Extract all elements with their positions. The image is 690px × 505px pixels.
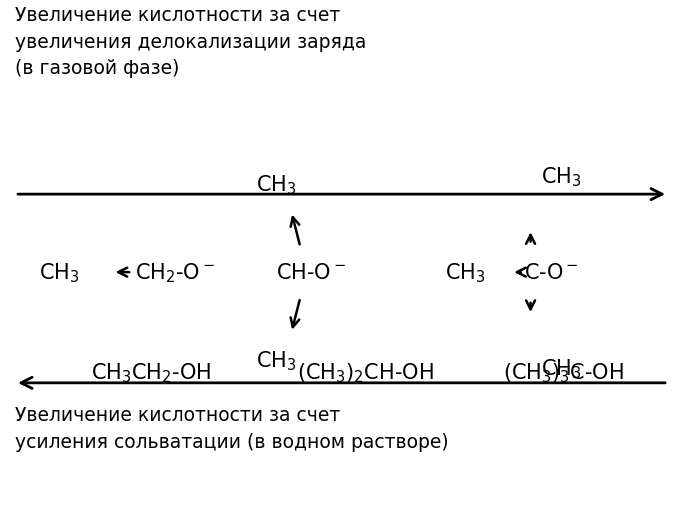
Text: (CH$_3$)$_2$CH-OH: (CH$_3$)$_2$CH-OH xyxy=(297,361,433,384)
Text: CH$_3$: CH$_3$ xyxy=(444,261,485,284)
Text: Увеличение кислотности за счет
увеличения делокализации заряда
(в газовой фазе): Увеличение кислотности за счет увеличени… xyxy=(15,7,366,78)
Text: Увеличение кислотности за счет
усиления сольватации (в водном растворе): Увеличение кислотности за счет усиления … xyxy=(15,406,448,451)
Text: CH$_3$: CH$_3$ xyxy=(541,356,582,380)
Text: CH$_3$: CH$_3$ xyxy=(39,261,79,284)
Text: CH$_2$-O$^-$: CH$_2$-O$^-$ xyxy=(135,261,215,284)
Text: CH$_3$CH$_2$-OH: CH$_3$CH$_2$-OH xyxy=(90,361,211,384)
Text: C-O$^-$: C-O$^-$ xyxy=(524,263,578,283)
Text: CH$_3$: CH$_3$ xyxy=(256,173,297,196)
Text: CH$_3$: CH$_3$ xyxy=(541,166,582,189)
Text: (CH$_3$)$_3$C-OH: (CH$_3$)$_3$C-OH xyxy=(503,361,624,384)
Text: CH-O$^-$: CH-O$^-$ xyxy=(275,263,346,283)
Text: CH$_3$: CH$_3$ xyxy=(256,348,297,372)
